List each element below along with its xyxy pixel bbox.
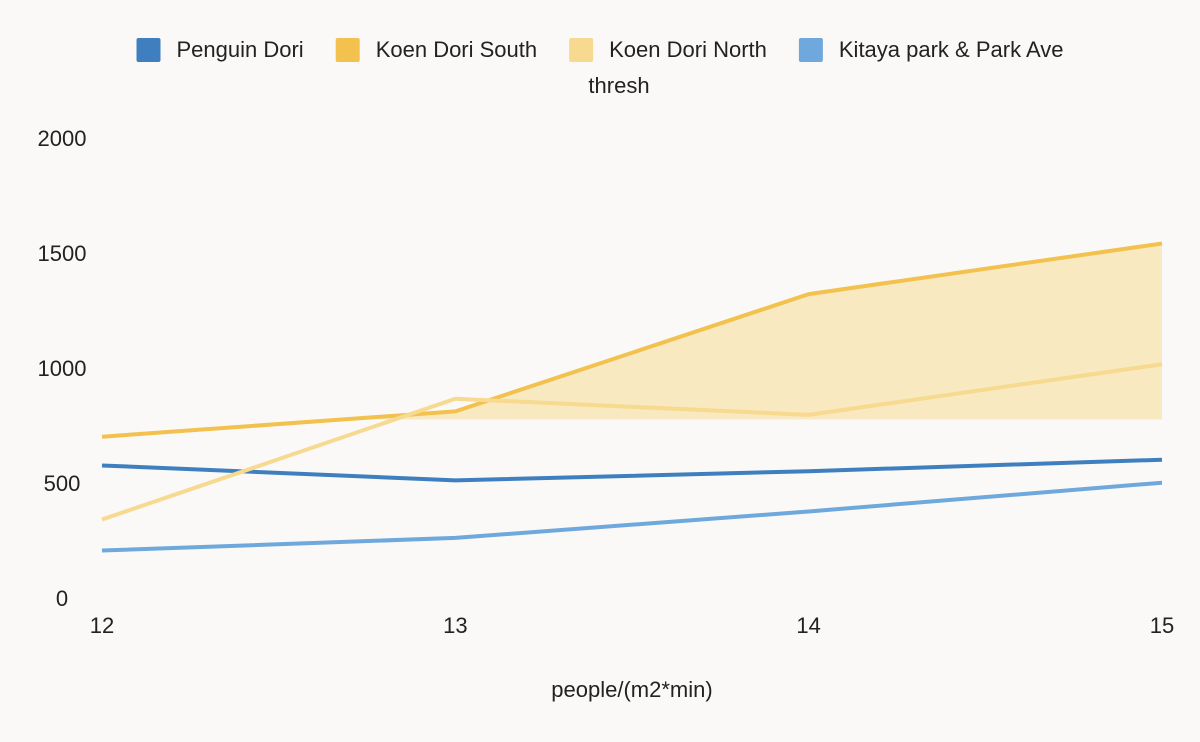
y-tick-label: 2000 [38, 126, 87, 151]
series-line [101, 457, 1163, 483]
series-line [101, 362, 1163, 522]
series-line [101, 241, 1163, 439]
legend-swatch [569, 38, 594, 62]
y-tick-label: 500 [44, 471, 81, 496]
legend-label: Koen Dori North [609, 37, 767, 62]
y-tick-label: 0 [56, 586, 68, 611]
x-tick-label: 12 [90, 613, 114, 638]
legend-swatch [136, 38, 161, 62]
x-tick-label: 13 [443, 613, 467, 638]
x-axis-label: people/(m2*min) [551, 677, 712, 702]
series-line [101, 480, 1163, 553]
legend: Penguin Dori Koen Dori South Koen Dori Nor… [136, 37, 1064, 62]
y-tick-label: 1000 [38, 356, 87, 381]
legend-label: Kitaya park & Park Ave [839, 37, 1064, 62]
x-tick-label: 14 [796, 613, 820, 638]
legend-label: Penguin Dori [177, 37, 304, 62]
legend-swatch [798, 38, 823, 62]
x-tick-label: 15 [1150, 613, 1174, 638]
legend-swatch [335, 38, 360, 62]
y-tick-label: 1500 [38, 241, 87, 266]
threshold-area [102, 243, 1162, 420]
legend-label: Koen Dori South [376, 37, 537, 62]
threshold-label: thresh [588, 73, 649, 98]
